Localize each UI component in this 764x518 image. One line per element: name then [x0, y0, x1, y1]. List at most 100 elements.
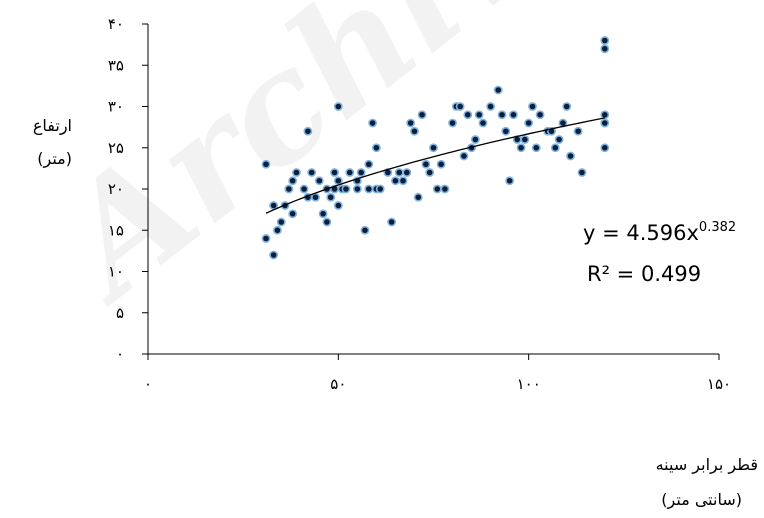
data-point	[371, 143, 381, 153]
trendline	[265, 117, 605, 214]
x-tick-label: ۵۰	[330, 375, 346, 393]
data-point	[528, 102, 537, 111]
data-point	[364, 184, 374, 194]
data-point	[501, 126, 511, 136]
data-point	[600, 36, 610, 45]
data-point	[299, 184, 309, 194]
y-tick-label: ۵	[116, 304, 124, 322]
data-point	[509, 110, 518, 120]
data-point	[448, 118, 457, 128]
data-point	[326, 192, 336, 202]
data-point	[600, 118, 610, 128]
data-point	[375, 184, 385, 194]
data-point	[577, 168, 587, 177]
data-point	[398, 176, 408, 186]
data-point	[600, 44, 610, 54]
data-point	[459, 151, 469, 161]
data-point	[273, 225, 282, 235]
data-point	[387, 217, 397, 227]
x-axis-label: قطر برابر سینه	[656, 455, 758, 475]
data-point	[516, 143, 526, 153]
data-point	[288, 209, 298, 219]
data-point	[368, 118, 377, 128]
data-point	[269, 201, 279, 210]
data-point	[292, 168, 301, 177]
x-ticks: ۰ ۵۰ ۱۰۰ ۱۵۰	[144, 354, 731, 393]
data-point	[364, 159, 374, 169]
data-point	[573, 126, 583, 136]
data-point	[470, 135, 480, 144]
data-point	[391, 176, 400, 186]
data-point	[307, 168, 317, 177]
data-point	[330, 168, 339, 177]
y-ticks: ۰ ۵ ۱۰ ۱۵ ۲۰ ۲۵ ۳۰ ۳۵ ۴۰	[108, 15, 148, 363]
data-point	[421, 159, 431, 169]
x-tick-label: ۱۰۰	[517, 375, 541, 393]
data-point	[356, 168, 366, 177]
data-point	[425, 168, 435, 177]
data-point	[345, 168, 355, 177]
data-point	[429, 143, 438, 153]
data-point	[600, 143, 610, 153]
data-point	[486, 102, 495, 111]
data-point	[417, 110, 427, 120]
data-point	[288, 176, 298, 186]
y-tick-label: ۴۰	[108, 15, 124, 33]
data-point	[406, 118, 416, 128]
y-axis-unit-label: (متر)	[37, 149, 72, 169]
data-point	[432, 184, 442, 194]
data-point	[261, 234, 271, 243]
data-point	[554, 135, 564, 144]
data-point	[318, 209, 328, 219]
y-tick-label: ۲۰	[108, 180, 124, 198]
x-axis-unit-label: (سانتی متر)	[661, 490, 742, 510]
data-point	[505, 176, 515, 186]
y-tick-label: ۳۰	[108, 98, 124, 116]
trendline-equation: y = 4.596x0.382	[583, 220, 736, 245]
data-point	[284, 184, 294, 194]
data-point	[535, 110, 545, 120]
data-point	[314, 176, 324, 186]
data-point	[276, 217, 286, 227]
data-point	[311, 192, 320, 202]
data-point	[463, 110, 473, 120]
data-point	[402, 168, 412, 177]
data-point	[333, 102, 343, 111]
data-point	[531, 143, 541, 153]
data-point	[352, 184, 362, 194]
equation-base: y = 4.596x	[583, 221, 699, 245]
x-tick-label: ۰	[144, 375, 152, 393]
data-point	[333, 201, 343, 210]
data-point	[322, 217, 332, 227]
y-tick-label: ۱۵	[108, 221, 124, 239]
data-point	[566, 151, 575, 161]
data-point	[562, 102, 572, 111]
data-point	[394, 168, 404, 177]
data-point	[436, 159, 446, 169]
data-point	[493, 85, 503, 95]
data-point	[303, 126, 313, 136]
data-point	[261, 159, 271, 169]
x-tick-label: ۱۵۰	[707, 375, 731, 393]
data-point	[413, 192, 423, 202]
data-point	[520, 135, 530, 144]
data-point	[550, 143, 560, 153]
data-point	[474, 110, 484, 120]
y-tick-label: ۰	[116, 345, 124, 363]
data-points	[261, 36, 610, 260]
r-squared-label: R² = 0.499	[587, 262, 701, 286]
data-point	[455, 102, 465, 111]
data-point	[410, 126, 419, 136]
y-tick-label: ۳۵	[108, 56, 124, 74]
data-point	[497, 110, 507, 120]
data-point	[333, 176, 343, 186]
data-point	[600, 110, 610, 120]
data-point	[360, 225, 370, 235]
y-axis-label: ارتفاع	[33, 116, 72, 136]
equation-exponent: 0.382	[699, 220, 736, 235]
data-point	[440, 184, 450, 194]
data-point	[341, 184, 351, 194]
y-tick-label: ۱۰	[108, 263, 124, 281]
